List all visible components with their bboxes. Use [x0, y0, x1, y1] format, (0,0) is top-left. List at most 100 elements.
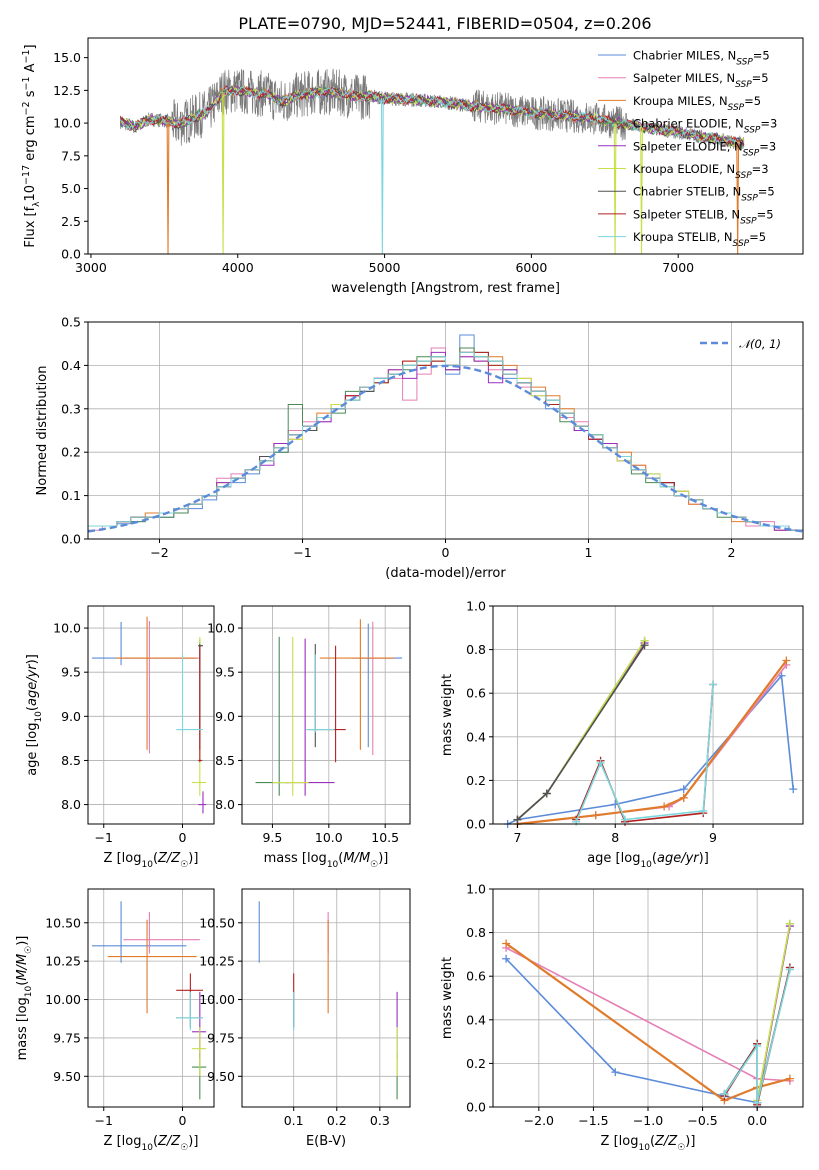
y-tick-label: 0.6 — [466, 969, 486, 984]
residuals-panel: −2 −1 0 1 2 0.0 0.1 0.2 0.3 0.4 0.5 𝒩(0, 1) (data-mo… — [35, 315, 804, 581]
weight-marker — [502, 954, 511, 963]
x-tick-label: −1 — [293, 545, 311, 560]
plot-area — [87, 334, 804, 533]
y-tick-label: 0.0 — [61, 532, 81, 547]
panels: 3000 4000 5000 6000 70000.02.55.07.510.012.5… — [15, 37, 804, 1153]
x-tick-label: 0.3 — [370, 1113, 390, 1128]
age_vs_mass-panel: 9.5 10.0 10.5 8.0 8.5 9.0 9.5 10.0 mass [log10(M… — [207, 605, 411, 870]
weight-marker — [640, 641, 649, 650]
weight-marker — [542, 789, 551, 798]
legend-label: Kroupa MILES, NSSP=5 — [633, 94, 761, 113]
y-tick-label: 8.0 — [215, 797, 235, 812]
weight-marker — [660, 802, 669, 811]
weight-marker — [596, 758, 605, 767]
x-tick-label: 1 — [585, 545, 593, 560]
weight-line-chabrier_elodie — [516, 640, 646, 821]
legend-label: Chabrier MILES, NSSP=5 — [633, 49, 770, 68]
y-tick-label: 8.5 — [215, 753, 235, 768]
y-tick-label: 9.50 — [53, 1069, 81, 1084]
plot-area — [91, 616, 207, 814]
plot-area — [91, 901, 207, 1100]
age_vs_z-panel: −1 0 8.0 8.5 9.0 9.5 10.0 Z [log10(Z/Z☉)] age [l… — [25, 605, 215, 870]
weight-marker — [782, 656, 791, 665]
y-tick-label: 5.0 — [61, 181, 81, 196]
weight-marker — [513, 815, 522, 824]
legend-label: Kroupa ELODIE, NSSP=3 — [633, 162, 769, 181]
y-tick-label: 0.8 — [466, 925, 486, 940]
y-tick-label: 10.0 — [53, 116, 81, 131]
y-axis-label: Normed distribution — [35, 366, 50, 496]
x-tick-label: 5000 — [369, 260, 401, 275]
legend-label: Salpeter MILES, NSSP=5 — [633, 71, 769, 90]
x-tick-label: 10.0 — [315, 830, 343, 845]
y-tick-label: 0.0 — [466, 1100, 486, 1115]
y-tick-label: 0.5 — [61, 315, 81, 330]
y-tick-label: 0.2 — [466, 773, 486, 788]
figure-title: PLATE=0790, MJD=52441, FIBERID=0504, z=0… — [238, 14, 651, 33]
weight-marker — [679, 785, 688, 794]
y-tick-label: 0.0 — [466, 817, 486, 832]
weight-marker — [753, 1041, 762, 1050]
x-axis-label: Z [log10(Z/Z☉)] — [104, 851, 199, 870]
y-tick-label: 0.2 — [466, 1056, 486, 1071]
x-axis-label: wavelength [Angstrom, rest frame] — [331, 281, 560, 296]
spectrum-legend: Chabrier MILES, NSSP=5 Salpeter MILES, NS… — [598, 49, 777, 249]
y-tick-label: 0.0 — [61, 247, 81, 262]
y-axis-label: Flux [fλ10−17 erg cm−2 s−1 A−1] — [21, 44, 43, 247]
weight-marker — [591, 811, 600, 820]
axes-frame — [241, 605, 411, 825]
masked-line — [166, 121, 170, 255]
x-tick-label: 4000 — [222, 260, 254, 275]
x-tick-label: 0.1 — [284, 1113, 304, 1128]
x-axis-label: mass [log10(M/M☉)] — [264, 851, 389, 870]
weight-marker — [753, 1098, 762, 1107]
weight-line-chabrier_miles — [507, 673, 794, 825]
y-tick-label: 12.5 — [53, 83, 81, 98]
x-tick-label: 0 — [179, 830, 187, 845]
x-tick-label: 3000 — [75, 260, 107, 275]
mass_vs_ebv-panel: 0.1 0.2 0.3 9.50 9.75 10.00 10.25 10.50 E(B-V) — [199, 888, 411, 1149]
y-tick-label: 0.4 — [61, 358, 81, 373]
y-axis-label: mass weight — [440, 674, 455, 756]
weight-marker — [611, 1068, 620, 1077]
axes-frame — [87, 888, 215, 1108]
legend-label: Chabrier ELODIE, NSSP=3 — [633, 117, 777, 136]
weight-marker — [789, 785, 798, 794]
y-tick-label: 15.0 — [53, 50, 81, 65]
weight-line-salpeter_stelib — [575, 684, 714, 823]
x-tick-label: 0 — [179, 1113, 187, 1128]
y-tick-label: 9.5 — [61, 665, 81, 680]
y-tick-label: 1.0 — [466, 599, 486, 614]
x-tick-label: 8 — [611, 830, 619, 845]
masked-line — [380, 97, 384, 255]
weight-marker — [679, 793, 688, 802]
weight-line-kroupa_stelib — [575, 684, 714, 823]
mass_vs_z-panel: −1 0 9.50 9.75 10.00 10.25 10.50 Z [log10(Z/Z☉)… — [15, 888, 215, 1153]
plot-area — [503, 636, 798, 828]
x-tick-label: 7000 — [662, 260, 694, 275]
masked-line — [221, 91, 225, 255]
x-tick-label: 6000 — [515, 260, 547, 275]
y-tick-label: 10.25 — [45, 954, 81, 969]
y-tick-label: 10.00 — [199, 992, 235, 1007]
x-tick-label: 0 — [442, 545, 450, 560]
y-axis-label: age [log10(age/yr)] — [25, 654, 44, 776]
y-tick-label: 10.50 — [45, 915, 81, 930]
axes-frame — [87, 605, 215, 825]
legend-label: Salpeter STELIB, NSSP=5 — [633, 207, 774, 226]
y-tick-label: 10.50 — [199, 915, 235, 930]
weight-marker — [502, 939, 511, 948]
weight-marker — [785, 965, 794, 974]
y-tick-label: 10.00 — [45, 992, 81, 1007]
y-tick-label: 8.0 — [61, 797, 81, 812]
weight_vs_z-panel: −2.0 −1.5 −1.0 −0.5 0.0 0.0 0.2 0.4 0.6 0.8 1.0 Z [… — [440, 882, 804, 1153]
legend-label: Chabrier STELIB, NSSP=5 — [633, 185, 775, 204]
y-tick-label: 7.5 — [61, 148, 81, 163]
weight-line-kroupa_miles — [517, 659, 788, 826]
y-tick-label: 9.0 — [215, 709, 235, 724]
weight-marker — [699, 806, 708, 815]
spectrum-panel: 3000 4000 5000 6000 7000 0.0 2.5 5.0 7.5 10.0 12.5… — [21, 37, 804, 296]
x-axis-label: age [log10(age/yr)] — [587, 851, 709, 870]
x-tick-label: 0.0 — [747, 1113, 767, 1128]
